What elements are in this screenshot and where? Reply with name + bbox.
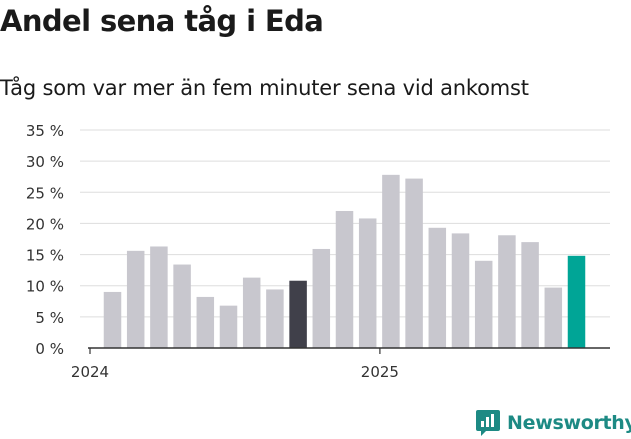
bar xyxy=(126,250,145,348)
y-tick-label: 25 % xyxy=(26,184,64,202)
bar xyxy=(173,264,191,348)
bar xyxy=(498,235,516,348)
bar xyxy=(474,260,493,348)
bar xyxy=(266,289,284,348)
bar xyxy=(405,178,423,348)
bar xyxy=(521,242,539,348)
bar xyxy=(103,291,122,348)
bar xyxy=(242,277,261,348)
bar xyxy=(382,174,400,348)
y-axis: 0 % 5 % 10 % 15 % 20 % 25 % 30 % 35 % xyxy=(26,122,64,358)
y-tick-label: 10 % xyxy=(26,278,64,296)
bars xyxy=(103,174,586,348)
x-tick-label: 2024 xyxy=(71,363,109,381)
bar xyxy=(335,210,354,348)
x-tick-label: 2025 xyxy=(361,363,399,381)
bar xyxy=(567,255,586,348)
bar xyxy=(150,246,168,348)
bar xyxy=(289,280,307,348)
brand-name: Newsworthy xyxy=(507,412,631,434)
bar xyxy=(219,305,238,348)
bar xyxy=(544,287,563,348)
bar xyxy=(312,248,331,348)
bar xyxy=(451,233,470,348)
y-tick-label: 0 % xyxy=(35,340,64,358)
newsworthy-logo-icon xyxy=(476,410,500,436)
y-tick-label: 5 % xyxy=(35,309,64,327)
x-axis: 2024 2025 xyxy=(71,347,610,381)
bar xyxy=(358,218,377,348)
chart-title: Andel sena tåg i Eda xyxy=(0,4,324,38)
y-tick-label: 35 % xyxy=(26,122,64,140)
bar-chart: 0 % 5 % 10 % 15 % 20 % 25 % 30 % 35 % 2024 2025 xyxy=(26,122,610,381)
y-tick-label: 15 % xyxy=(26,247,64,265)
bar xyxy=(196,296,215,348)
newsworthy-brand: Newsworthy xyxy=(475,408,631,438)
y-tick-label: 30 % xyxy=(26,153,64,171)
chart-subtitle: Tåg som var mer än fem minuter sena vid … xyxy=(0,76,529,100)
bar xyxy=(428,227,447,348)
y-tick-label: 20 % xyxy=(26,215,64,233)
